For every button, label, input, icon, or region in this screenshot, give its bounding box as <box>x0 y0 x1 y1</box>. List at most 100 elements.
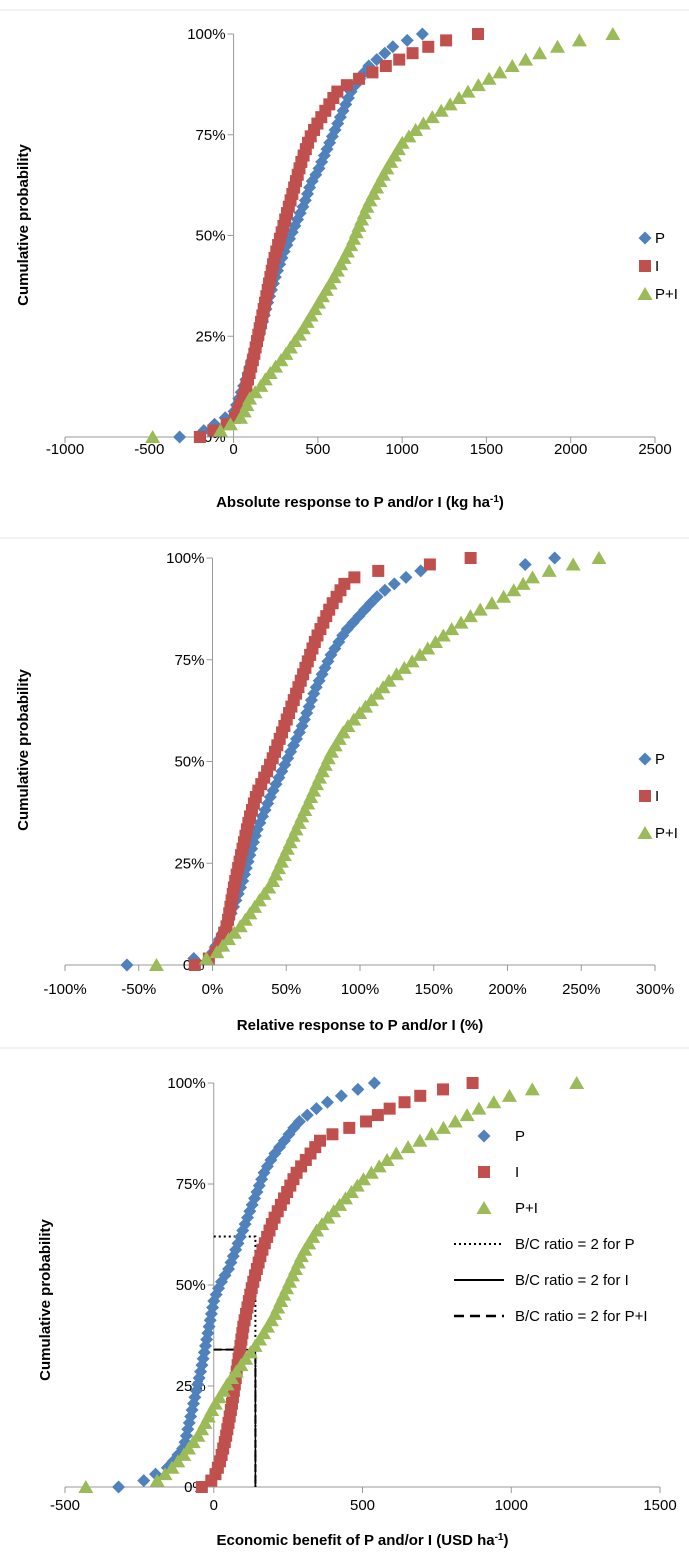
charts-container: -1000 -500 0 500 1000 1500 2000 2500 0% 25% 50% 75%… <box>15 26 678 1549</box>
data-point <box>451 90 467 104</box>
legend-label: P <box>515 1128 525 1145</box>
data-point <box>459 1108 475 1122</box>
x-axis-title-end: ) <box>504 1532 509 1549</box>
legend-marker <box>638 752 652 766</box>
data-point <box>424 110 440 124</box>
x-tick-label: 300% <box>636 981 674 998</box>
y-tick-label: 50% <box>174 754 204 771</box>
data-point <box>442 97 458 111</box>
legend-marker <box>637 287 653 300</box>
data-point <box>309 1102 323 1116</box>
legend-label: P+I <box>515 1200 538 1217</box>
data-point <box>379 59 392 72</box>
x-tick-label: -1000 <box>46 441 84 458</box>
data-point <box>244 1288 257 1301</box>
data-point <box>518 557 532 571</box>
data-point <box>471 1101 487 1115</box>
data-point <box>412 1133 428 1147</box>
data-point <box>525 570 541 584</box>
data-point <box>420 641 436 655</box>
data-point <box>440 34 453 47</box>
data-point <box>334 1089 348 1103</box>
x-tick-label: 2000 <box>554 441 587 458</box>
legend-label: P <box>655 230 665 247</box>
y-tick-label: 50% <box>176 1277 206 1294</box>
data-point <box>371 1109 384 1122</box>
legend: PIP+I <box>637 230 678 303</box>
data-point <box>591 551 607 564</box>
x-tick-label: -500 <box>134 441 164 458</box>
data-point <box>243 1204 257 1218</box>
legend-label: I <box>515 1164 519 1181</box>
data-point <box>415 116 431 130</box>
data-point <box>78 1480 94 1493</box>
data-point <box>338 577 351 590</box>
data-point <box>532 46 548 60</box>
data-point <box>470 78 486 92</box>
legend-marker <box>639 790 651 802</box>
chart-panel: -100%-50%0%50%100%150%200%250%300%0%25%5… <box>15 550 678 1034</box>
data-point <box>137 1474 151 1488</box>
legend-marker <box>637 826 653 839</box>
data-point <box>435 628 451 642</box>
data-point <box>254 1250 267 1263</box>
data-point <box>173 430 187 444</box>
data-point <box>472 602 488 616</box>
legend-label: B/C ratio = 2 for I <box>515 1272 629 1289</box>
data-point <box>435 1120 451 1134</box>
y-axis-title: Cumulative probability <box>15 144 32 306</box>
data-point <box>386 40 400 54</box>
data-point <box>506 583 522 597</box>
data-point <box>360 1115 373 1128</box>
y-tick-label: 75% <box>174 652 204 669</box>
series-group <box>193 28 484 443</box>
data-point <box>484 596 500 610</box>
chart-panel: -500 0 500 1000 15000%25%50%75%100%Cumulativ… <box>37 1075 677 1549</box>
data-point <box>524 1082 540 1096</box>
data-point <box>550 39 566 53</box>
x-tick-label: 1000 <box>495 1497 528 1514</box>
legend-label: P+I <box>655 286 678 303</box>
data-point <box>504 58 520 72</box>
x-tick-label: 100% <box>341 981 379 998</box>
data-point <box>565 557 581 571</box>
data-point <box>326 1128 339 1141</box>
y-tick-label: 100% <box>166 550 204 567</box>
data-point <box>400 33 414 47</box>
legend-marker <box>477 1129 491 1143</box>
data-point <box>492 65 508 79</box>
x-tick-label: 1500 <box>643 1497 676 1514</box>
x-tick-label: 2500 <box>638 441 671 458</box>
data-point <box>367 1076 381 1090</box>
x-tick-label: 500 <box>350 1497 375 1514</box>
data-point <box>408 122 424 136</box>
chart-panel: -1000 -500 0 500 1000 1500 2000 25000%25%50%75%… <box>15 26 678 511</box>
data-point <box>379 1152 395 1166</box>
data-point <box>195 1481 208 1493</box>
data-point <box>515 576 531 590</box>
y-axis-title: Cumulative probability <box>15 669 32 831</box>
legend: PIP+I <box>637 751 678 842</box>
data-point <box>355 1172 371 1186</box>
data-point <box>378 46 392 60</box>
legend-label: P <box>655 751 665 768</box>
data-point <box>605 27 621 40</box>
data-point <box>444 622 460 636</box>
legend-label: I <box>655 788 659 805</box>
legend-marker <box>639 260 651 272</box>
series-group <box>145 27 621 443</box>
x-tick-label: 0 <box>210 1497 218 1514</box>
data-point <box>389 667 405 681</box>
data-point <box>245 1198 259 1212</box>
data-point <box>145 430 161 443</box>
y-tick-label: 100% <box>187 26 225 43</box>
y-tick-label: 50% <box>196 228 226 245</box>
data-point <box>251 335 264 348</box>
data-point <box>502 1088 518 1102</box>
data-point <box>464 552 477 564</box>
data-point <box>292 1114 306 1128</box>
x-tick-label: -50% <box>121 981 156 998</box>
x-tick-label: 200% <box>488 981 526 998</box>
data-point <box>406 47 419 60</box>
reference-line <box>213 1235 257 1487</box>
